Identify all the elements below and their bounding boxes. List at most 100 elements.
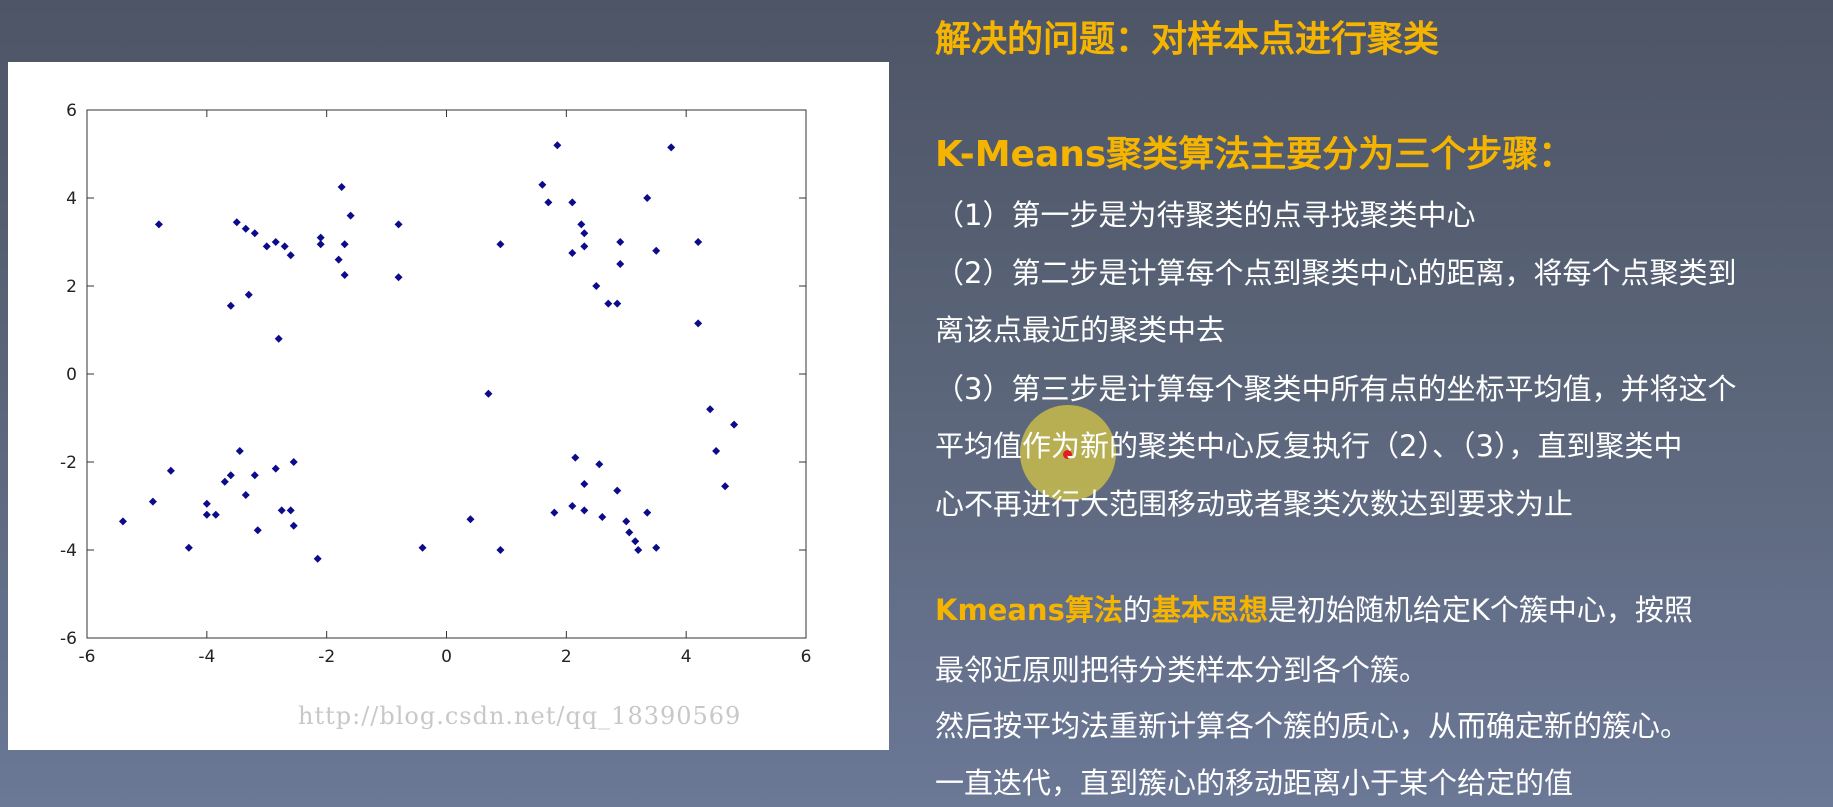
scatter-point: [118, 517, 127, 526]
scatter-point: [466, 515, 475, 524]
scatter-point: [580, 229, 589, 238]
basic-idea-line-1: Kmeans算法的基本思想是初始随机给定K个簇中心，按照: [935, 587, 1693, 629]
scatter-point: [313, 554, 322, 563]
scatter-point: [286, 251, 295, 260]
scatter-point: [622, 517, 631, 526]
step-3-text-line-1: （3）第三步是计算每个聚类中所有点的坐标平均值，并将这个: [935, 372, 1737, 406]
y-tick-label: 2: [66, 277, 77, 297]
scatter-point: [250, 471, 259, 480]
scatter-point: [262, 242, 271, 251]
scatter-point: [538, 180, 547, 189]
scatter-point: [226, 471, 235, 480]
scatter-point: [340, 271, 349, 279]
scatter-point: [568, 198, 577, 207]
y-tick-label: -2: [60, 453, 77, 473]
scatter-point: [706, 405, 715, 414]
x-tick-label: -4: [198, 647, 215, 667]
y-tick-label: 0: [66, 365, 77, 385]
scatter-point: [166, 466, 175, 475]
scatter-point: [577, 220, 586, 229]
scatter-point: [730, 420, 739, 429]
x-tick-label: -6: [79, 647, 96, 667]
scatter-point: [271, 238, 280, 246]
scatter-point: [277, 506, 286, 515]
explanation-panel: 解决的问题：对样本点进行聚类 K-Means聚类算法主要分为三个步骤： （1）第…: [935, 0, 1825, 807]
scatter-point: [652, 246, 661, 255]
scatter-plot: -6 -4 -2 0 2 4 6 6 4 2 0 -2 -4 -6: [60, 101, 811, 667]
scatter-point: [625, 528, 634, 537]
steps-heading: K-Means聚类算法主要分为三个步骤：: [935, 134, 1575, 175]
scatter-point: [604, 299, 613, 308]
scatter-point: [280, 242, 289, 251]
scatter-point: [334, 255, 343, 264]
scatter-point: [496, 546, 505, 554]
data-points: [118, 141, 739, 563]
scatter-point: [211, 510, 220, 519]
scatter-point: [316, 233, 325, 242]
scatter-point: [241, 224, 250, 233]
scatter-point: [286, 506, 295, 515]
step-3-text-line-3: 心不再进行大范围移动或者聚类次数达到要求为止: [935, 487, 1574, 521]
problem-heading: 解决的问题：对样本点进行聚类: [935, 19, 1440, 60]
scatter-point: [652, 543, 661, 552]
scatter-point: [721, 482, 730, 491]
scatter-point: [244, 290, 253, 299]
watermark: http://blog.csdn.net/qq_18390569: [298, 702, 742, 730]
scatter-point: [235, 447, 244, 455]
y-tick-label: -6: [60, 629, 77, 649]
scatter-point: [613, 486, 622, 495]
scatter-point: [571, 453, 580, 462]
scatter-point: [274, 334, 283, 343]
y-tick-label: -4: [60, 541, 77, 561]
scatter-point: [634, 546, 643, 554]
scatter-point: [337, 183, 346, 191]
basic-idea-highlight: 基本思想: [1151, 593, 1268, 627]
x-tick-label: -2: [318, 647, 335, 667]
scatter-point: [544, 198, 553, 207]
scatter-point: [592, 282, 601, 290]
scatter-point: [289, 521, 298, 530]
kmeans-algorithm-highlight: Kmeans算法: [935, 593, 1123, 627]
y-tick-label: 4: [66, 189, 77, 209]
scatter-point: [202, 499, 211, 508]
scatter-point: [289, 458, 298, 466]
step-2-text-line-1: （2）第二步是计算每个点到聚类中心的距离，将每个点聚类到: [935, 256, 1737, 290]
scatter-point: [595, 460, 604, 469]
scatter-point: [616, 260, 625, 268]
step-2-text-line-2: 离该点最近的聚类中去: [935, 313, 1226, 347]
scatter-point: [667, 143, 676, 152]
scatter-point: [643, 508, 652, 517]
scatter-point: [631, 537, 640, 546]
basic-idea-connector: 的: [1122, 593, 1152, 627]
scatter-point: [241, 491, 250, 499]
scatter-point: [694, 319, 703, 328]
scatter-point: [616, 238, 625, 246]
scatter-point: [598, 513, 607, 521]
scatter-point: [418, 543, 427, 552]
scatter-point: [568, 249, 577, 257]
scatter-point: [154, 220, 163, 229]
scatter-point: [484, 389, 493, 398]
scatter-point: [712, 447, 721, 455]
x-tick-label: 0: [441, 647, 452, 667]
cursor-pointer: [1063, 450, 1072, 459]
x-tick-label: 2: [561, 647, 572, 667]
scatter-point: [580, 242, 589, 251]
scatter-point: [250, 229, 259, 238]
scatter-point: [550, 508, 559, 517]
plot-area: [86, 109, 807, 639]
x-tick-label: 4: [681, 647, 692, 667]
step-1-text: （1）第一步是为待聚类的点寻找聚类中心: [935, 198, 1476, 232]
scatter-point: [220, 477, 229, 486]
basic-idea-text: 是初始随机给定K个簇中心，按照: [1267, 593, 1693, 627]
scatter-point: [253, 526, 262, 535]
scatter-point: [316, 240, 325, 249]
basic-idea-line-4: 一直迭代，直到簇心的移动距离小于某个给定的值: [935, 766, 1574, 800]
basic-idea-line-3: 然后按平均法重新计算各个簇的质心，从而确定新的簇心。: [935, 709, 1690, 743]
scatter-point: [613, 299, 622, 308]
scatter-point: [694, 238, 703, 246]
scatter-point: [568, 502, 577, 510]
basic-idea-line-2: 最邻近原则把待分类样本分到各个簇。: [935, 653, 1429, 687]
scatter-point: [580, 480, 589, 488]
y-tick-label: 6: [66, 101, 77, 121]
